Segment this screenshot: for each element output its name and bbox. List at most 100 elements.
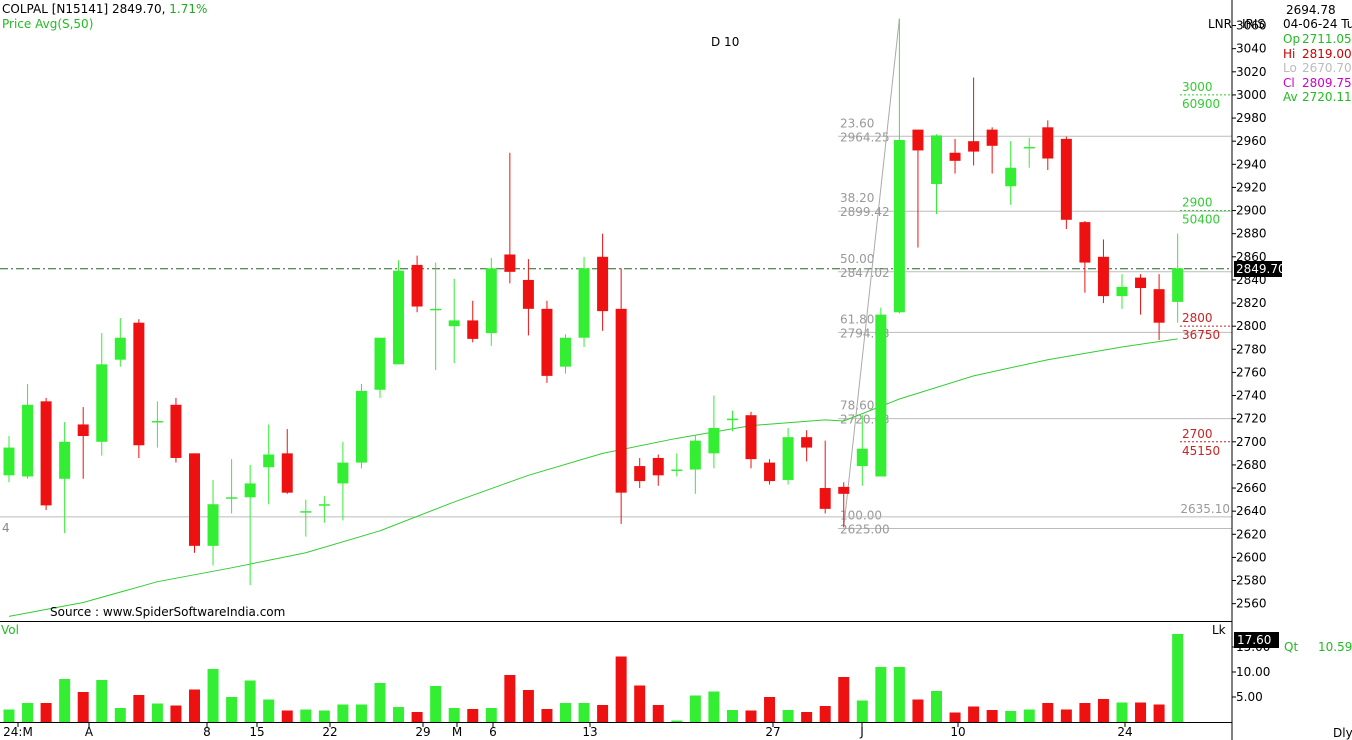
volume-bar	[3, 709, 15, 722]
volume-bar	[1042, 703, 1054, 722]
candle-body	[1060, 138, 1072, 220]
lnr-label[interactable]: LNR	[1208, 17, 1232, 31]
volume-bar	[671, 720, 683, 722]
candle-body	[337, 462, 349, 484]
volume-bar	[652, 705, 664, 722]
candle-body	[96, 364, 108, 442]
volume-bar	[522, 690, 534, 722]
ohlc-value: 2711.05	[1302, 32, 1352, 46]
candle-body	[1135, 277, 1147, 289]
x-tick-label: 6	[489, 725, 497, 739]
x-tick-label: 22	[322, 725, 337, 739]
volume-bar	[578, 703, 590, 722]
candle-body	[59, 441, 71, 479]
volume-bar	[411, 712, 423, 722]
candle-body	[114, 337, 126, 360]
volume-bar	[912, 699, 924, 722]
candle-body	[133, 322, 145, 446]
fibonacci-trendline	[843, 18, 900, 528]
y-tick-label: 2760	[1236, 365, 1267, 379]
volume-bar	[541, 709, 553, 722]
candle-body	[522, 279, 534, 309]
volume-bar	[634, 685, 646, 722]
change-label: 1.71%	[169, 2, 208, 16]
candle-body	[893, 140, 905, 313]
candle-body	[986, 129, 998, 146]
volume-bar	[226, 697, 238, 722]
marker-label: D 10	[711, 35, 740, 49]
moving-average-layer	[8, 338, 1178, 617]
candle-body	[318, 504, 330, 506]
volume-bar	[1172, 634, 1184, 722]
volume-tick-label: 10.00	[1236, 665, 1270, 679]
candle-body	[931, 135, 942, 184]
candle-body	[300, 511, 312, 513]
x-tick-label: J	[859, 725, 864, 739]
volume-bar	[151, 703, 163, 722]
candle-body	[875, 314, 887, 477]
volume-bar	[764, 697, 776, 722]
fibonacci-percent: 61.80	[840, 312, 874, 326]
qt-label: Qt	[1284, 640, 1299, 654]
y-tick-label: 2640	[1236, 504, 1267, 518]
volume-bar	[77, 692, 89, 722]
candle-body	[467, 320, 479, 339]
volume-bar	[1116, 702, 1128, 722]
volume-title: Vol	[1, 623, 19, 637]
y-tick-label: 2600	[1236, 550, 1267, 564]
candle-body	[949, 152, 961, 161]
volume-bar	[931, 691, 942, 722]
indicator-label: Price Avg(S,50)	[2, 17, 94, 31]
ohlc-label: Hi	[1283, 46, 1296, 61]
candle-body	[77, 424, 89, 437]
period-label[interactable]: Dly	[1333, 726, 1352, 740]
volume-bar	[1079, 703, 1091, 722]
y-tick-label: 2940	[1236, 157, 1267, 171]
candle-body	[745, 415, 757, 460]
fibonacci-percent: 23.60	[840, 116, 874, 130]
ohlc-value: 2809.75	[1302, 75, 1352, 90]
volume-bar	[430, 686, 442, 722]
volume-bar	[1005, 711, 1017, 722]
candle-body	[189, 453, 200, 546]
volume-bar	[893, 667, 905, 722]
volume-bar	[1153, 704, 1165, 722]
x-tick-label: 27	[765, 725, 780, 739]
volume-bar	[207, 669, 219, 722]
candle-body	[671, 469, 683, 472]
candle-body	[40, 401, 52, 506]
candle-body	[22, 404, 34, 477]
candle-body	[263, 454, 275, 468]
y-tick-label: 2800	[1236, 319, 1267, 333]
volume-bar	[244, 680, 256, 722]
y-tick-label: 2820	[1236, 296, 1267, 310]
y-tick-label: 2900	[1236, 204, 1267, 218]
candle-body	[1097, 256, 1109, 297]
volume-bar	[801, 712, 813, 722]
lk-label[interactable]: Lk	[1212, 623, 1226, 637]
volume-bar	[1097, 699, 1109, 722]
ohlc-value: 2819.00	[1302, 46, 1352, 61]
option-strike: 2900	[1182, 196, 1213, 210]
volume-bar	[281, 710, 293, 722]
current-volume-badge: 17.60	[1234, 632, 1279, 648]
candle-body	[207, 504, 219, 546]
candle-body	[170, 404, 182, 458]
y-tick-label: 2780	[1236, 342, 1267, 356]
volume-bar	[949, 712, 961, 722]
candle-body	[1116, 286, 1128, 297]
y-tick-label: 3000	[1236, 88, 1267, 102]
volume-bar	[819, 706, 831, 722]
ohlc-value: 2670.70	[1302, 61, 1352, 75]
candle-body	[393, 270, 405, 365]
fibonacci-price: 2625.00	[840, 523, 890, 537]
volume-bar	[1023, 709, 1035, 722]
iris-label[interactable]: IRIS	[1242, 17, 1266, 31]
candle-body	[689, 440, 701, 470]
candle-body	[634, 466, 646, 482]
candle-body	[764, 462, 776, 482]
candle-body	[430, 308, 442, 311]
candle-body	[244, 483, 256, 498]
y-tick-label: 2620	[1236, 527, 1267, 541]
